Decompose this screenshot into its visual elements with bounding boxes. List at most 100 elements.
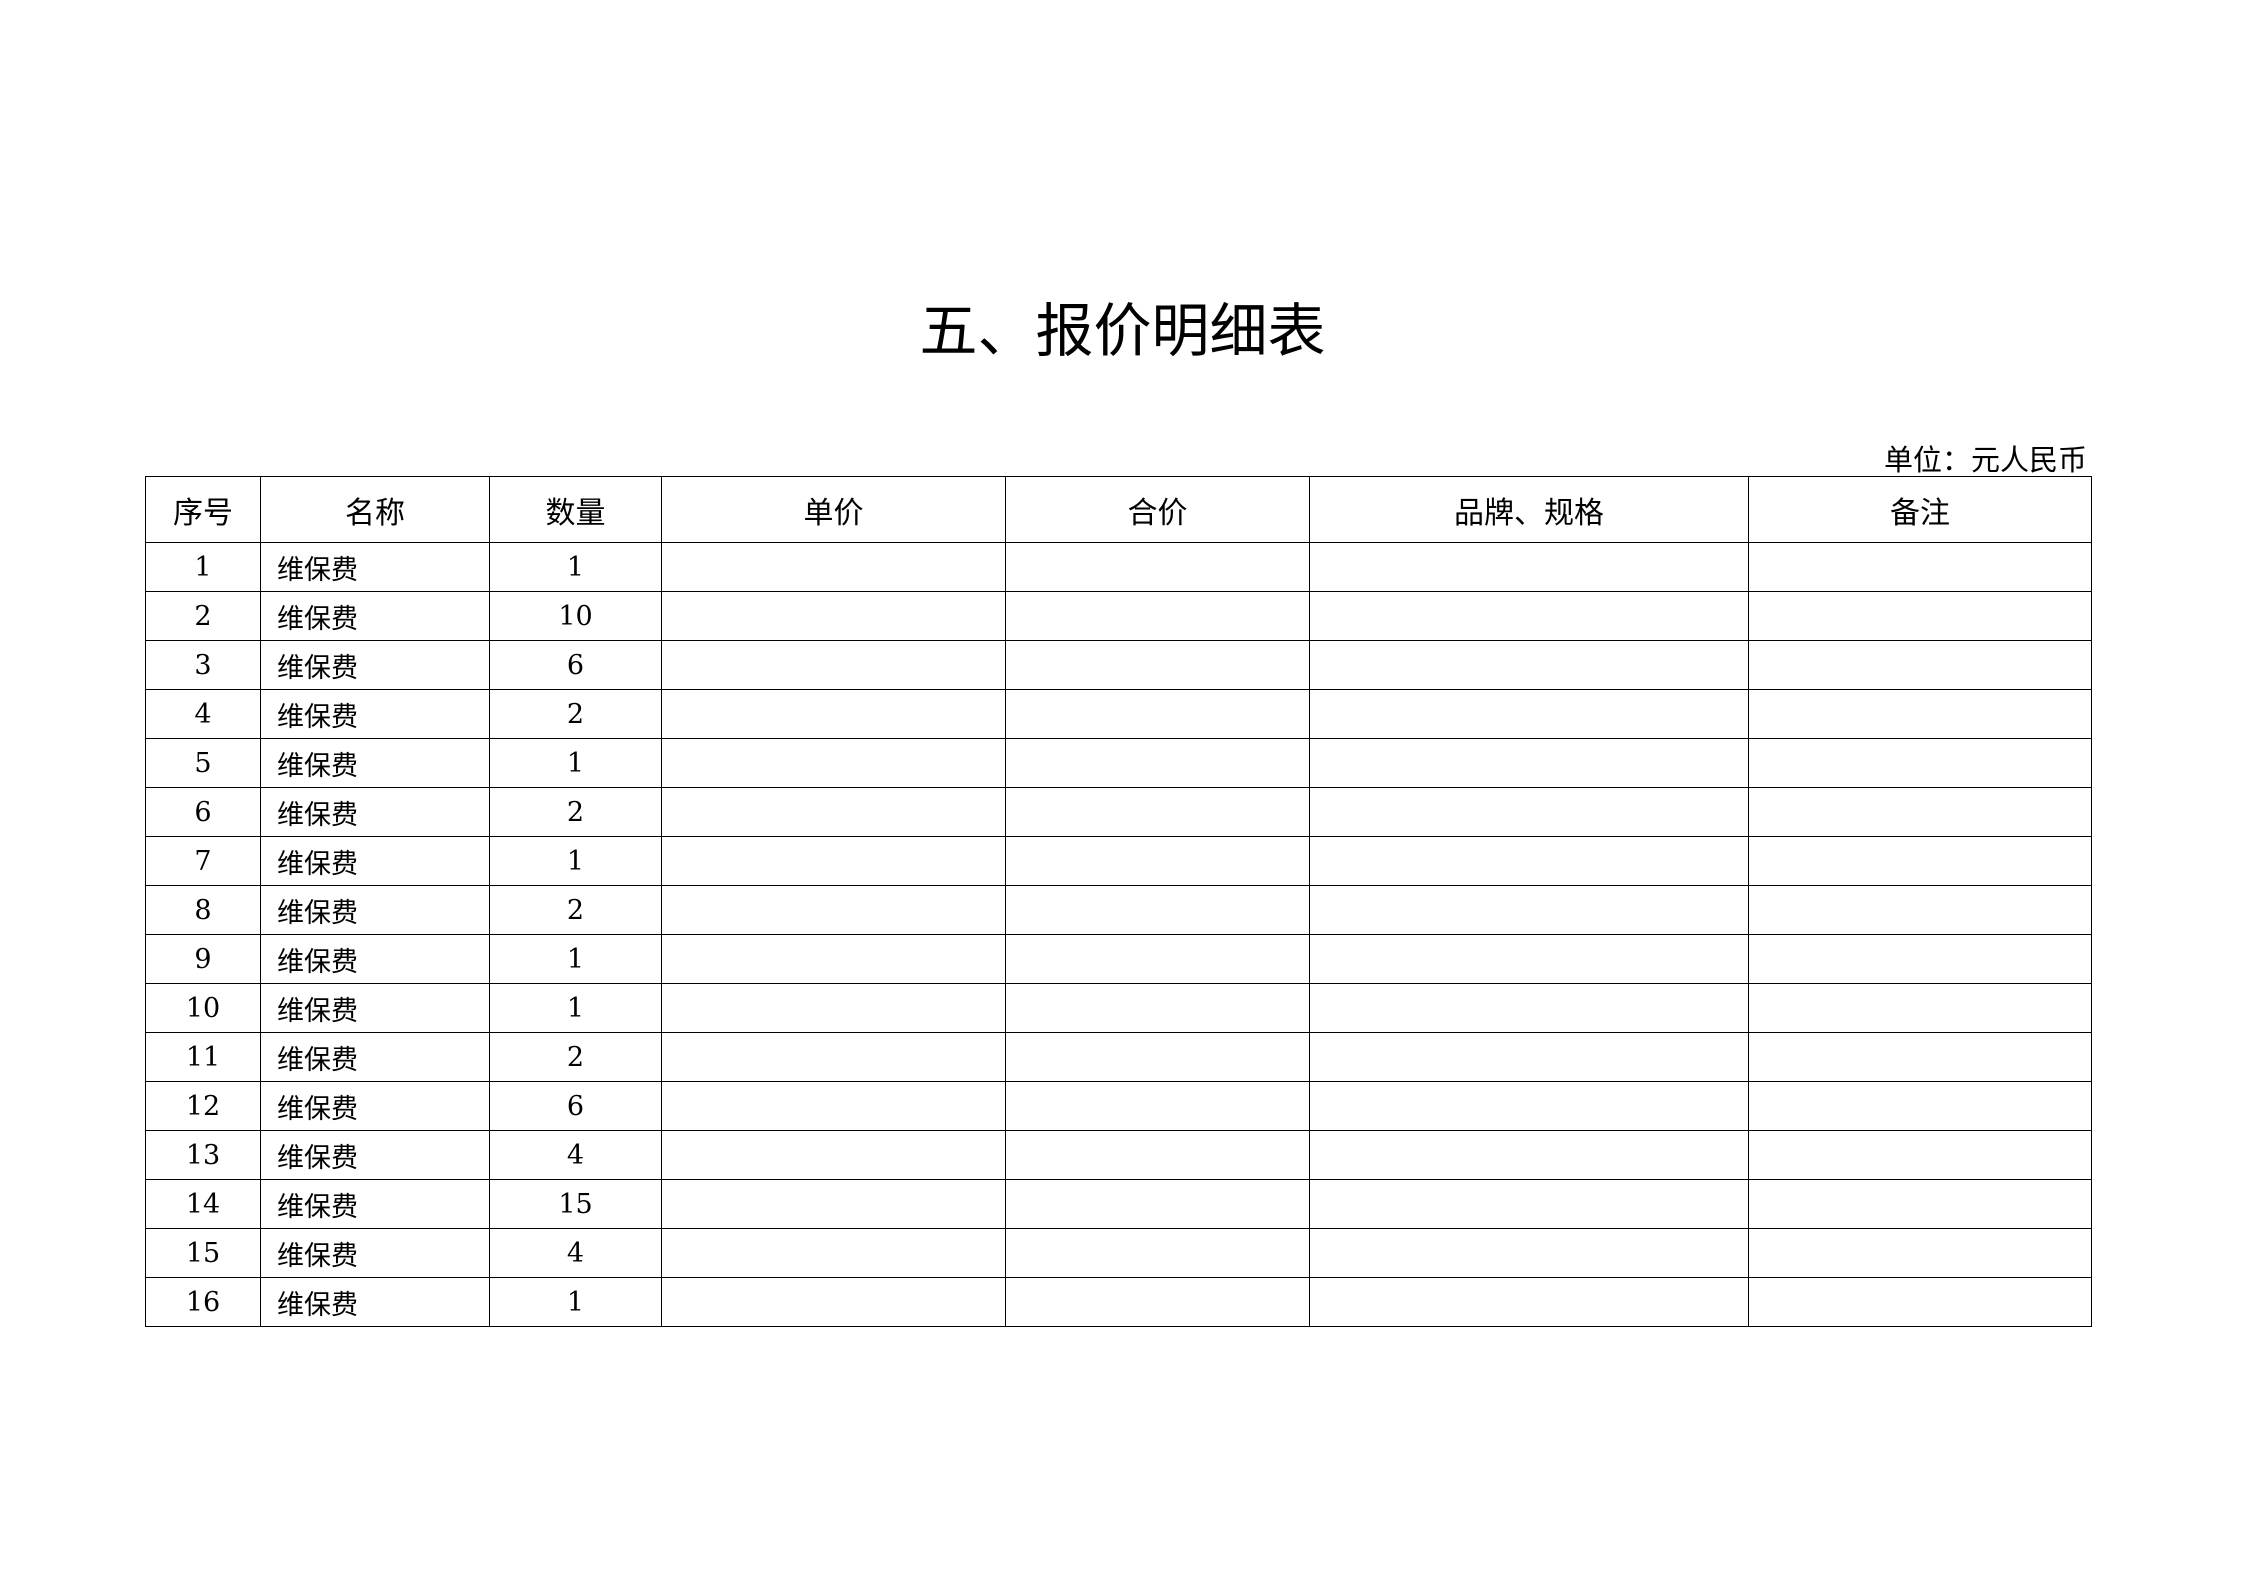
cell-brand-spec	[1309, 885, 1749, 935]
cell-brand-spec	[1309, 738, 1749, 788]
table-row: 5 维保费 1	[145, 738, 2092, 788]
cell-brand-spec	[1309, 591, 1749, 641]
cell-brand-spec	[1309, 1277, 1749, 1327]
column-header-qty: 数量	[489, 476, 662, 543]
cell-name: 维保费	[260, 836, 490, 886]
table-row: 3 维保费 6	[145, 640, 2092, 690]
cell-brand-spec	[1309, 983, 1749, 1033]
cell-remarks	[1748, 1277, 2092, 1327]
cell-no: 6	[145, 787, 261, 837]
cell-qty: 2	[489, 787, 662, 837]
cell-no: 1	[145, 542, 261, 592]
cell-total-price	[1005, 1228, 1310, 1278]
cell-unit-price	[661, 885, 1006, 935]
cell-unit-price	[661, 1179, 1006, 1229]
cell-total-price	[1005, 591, 1310, 641]
column-header-brand-spec: 品牌、规格	[1309, 476, 1749, 543]
cell-unit-price	[661, 689, 1006, 739]
table-row: 10 维保费 1	[145, 983, 2092, 1033]
cell-no: 3	[145, 640, 261, 690]
cell-unit-price	[661, 591, 1006, 641]
cell-remarks	[1748, 1228, 2092, 1278]
table-row: 13 维保费 4	[145, 1130, 2092, 1180]
cell-name: 维保费	[260, 1277, 490, 1327]
cell-qty: 1	[489, 836, 662, 886]
cell-qty: 1	[489, 934, 662, 984]
cell-total-price	[1005, 787, 1310, 837]
cell-brand-spec	[1309, 542, 1749, 592]
cell-brand-spec	[1309, 1179, 1749, 1229]
cell-name: 维保费	[260, 1130, 490, 1180]
cell-qty: 4	[489, 1130, 662, 1180]
cell-remarks	[1748, 591, 2092, 641]
cell-name: 维保费	[260, 885, 490, 935]
cell-total-price	[1005, 885, 1310, 935]
cell-name: 维保费	[260, 542, 490, 592]
cell-no: 15	[145, 1228, 261, 1278]
cell-total-price	[1005, 836, 1310, 886]
table-row: 14 维保费 15	[145, 1179, 2092, 1229]
cell-brand-spec	[1309, 934, 1749, 984]
cell-no: 10	[145, 983, 261, 1033]
cell-remarks	[1748, 836, 2092, 886]
table-header-row: 序号 名称 数量 单价 合价 品牌、规格 备注	[145, 476, 2092, 543]
cell-total-price	[1005, 1277, 1310, 1327]
table-row: 15 维保费 4	[145, 1228, 2092, 1278]
cell-remarks	[1748, 1179, 2092, 1229]
cell-brand-spec	[1309, 1032, 1749, 1082]
page-title: 五、报价明细表	[919, 297, 1326, 365]
cell-qty: 2	[489, 689, 662, 739]
cell-no: 8	[145, 885, 261, 935]
cell-total-price	[1005, 1179, 1310, 1229]
cell-unit-price	[661, 640, 1006, 690]
cell-no: 12	[145, 1081, 261, 1131]
cell-brand-spec	[1309, 787, 1749, 837]
table-row: 16 维保费 1	[145, 1277, 2092, 1327]
column-header-name: 名称	[260, 476, 490, 543]
cell-total-price	[1005, 1032, 1310, 1082]
cell-no: 9	[145, 934, 261, 984]
cell-total-price	[1005, 983, 1310, 1033]
cell-no: 7	[145, 836, 261, 886]
table-row: 1 维保费 1	[145, 542, 2092, 592]
cell-brand-spec	[1309, 1130, 1749, 1180]
cell-remarks	[1748, 640, 2092, 690]
cell-brand-spec	[1309, 640, 1749, 690]
cell-remarks	[1748, 934, 2092, 984]
cell-unit-price	[661, 787, 1006, 837]
cell-remarks	[1748, 1032, 2092, 1082]
cell-remarks	[1748, 738, 2092, 788]
cell-name: 维保费	[260, 689, 490, 739]
cell-total-price	[1005, 1130, 1310, 1180]
cell-remarks	[1748, 885, 2092, 935]
cell-name: 维保费	[260, 1032, 490, 1082]
cell-qty: 10	[489, 591, 662, 641]
column-header-unit-price: 单价	[661, 476, 1006, 543]
cell-no: 2	[145, 591, 261, 641]
cell-total-price	[1005, 689, 1310, 739]
cell-brand-spec	[1309, 836, 1749, 886]
cell-unit-price	[661, 1277, 1006, 1327]
table-row: 8 维保费 2	[145, 885, 2092, 935]
cell-qty: 4	[489, 1228, 662, 1278]
cell-unit-price	[661, 983, 1006, 1033]
cell-name: 维保费	[260, 1081, 490, 1131]
cell-unit-price	[661, 738, 1006, 788]
cell-no: 4	[145, 689, 261, 739]
cell-qty: 6	[489, 1081, 662, 1131]
cell-no: 5	[145, 738, 261, 788]
unit-label: 单位：元人民币	[1883, 443, 2087, 477]
cell-no: 16	[145, 1277, 261, 1327]
cell-brand-spec	[1309, 689, 1749, 739]
cell-name: 维保费	[260, 591, 490, 641]
cell-unit-price	[661, 1228, 1006, 1278]
cell-name: 维保费	[260, 787, 490, 837]
cell-no: 11	[145, 1032, 261, 1082]
cell-remarks	[1748, 983, 2092, 1033]
cell-no: 13	[145, 1130, 261, 1180]
cell-total-price	[1005, 542, 1310, 592]
table-row: 6 维保费 2	[145, 787, 2092, 837]
cell-total-price	[1005, 640, 1310, 690]
cell-qty: 2	[489, 885, 662, 935]
cell-total-price	[1005, 738, 1310, 788]
